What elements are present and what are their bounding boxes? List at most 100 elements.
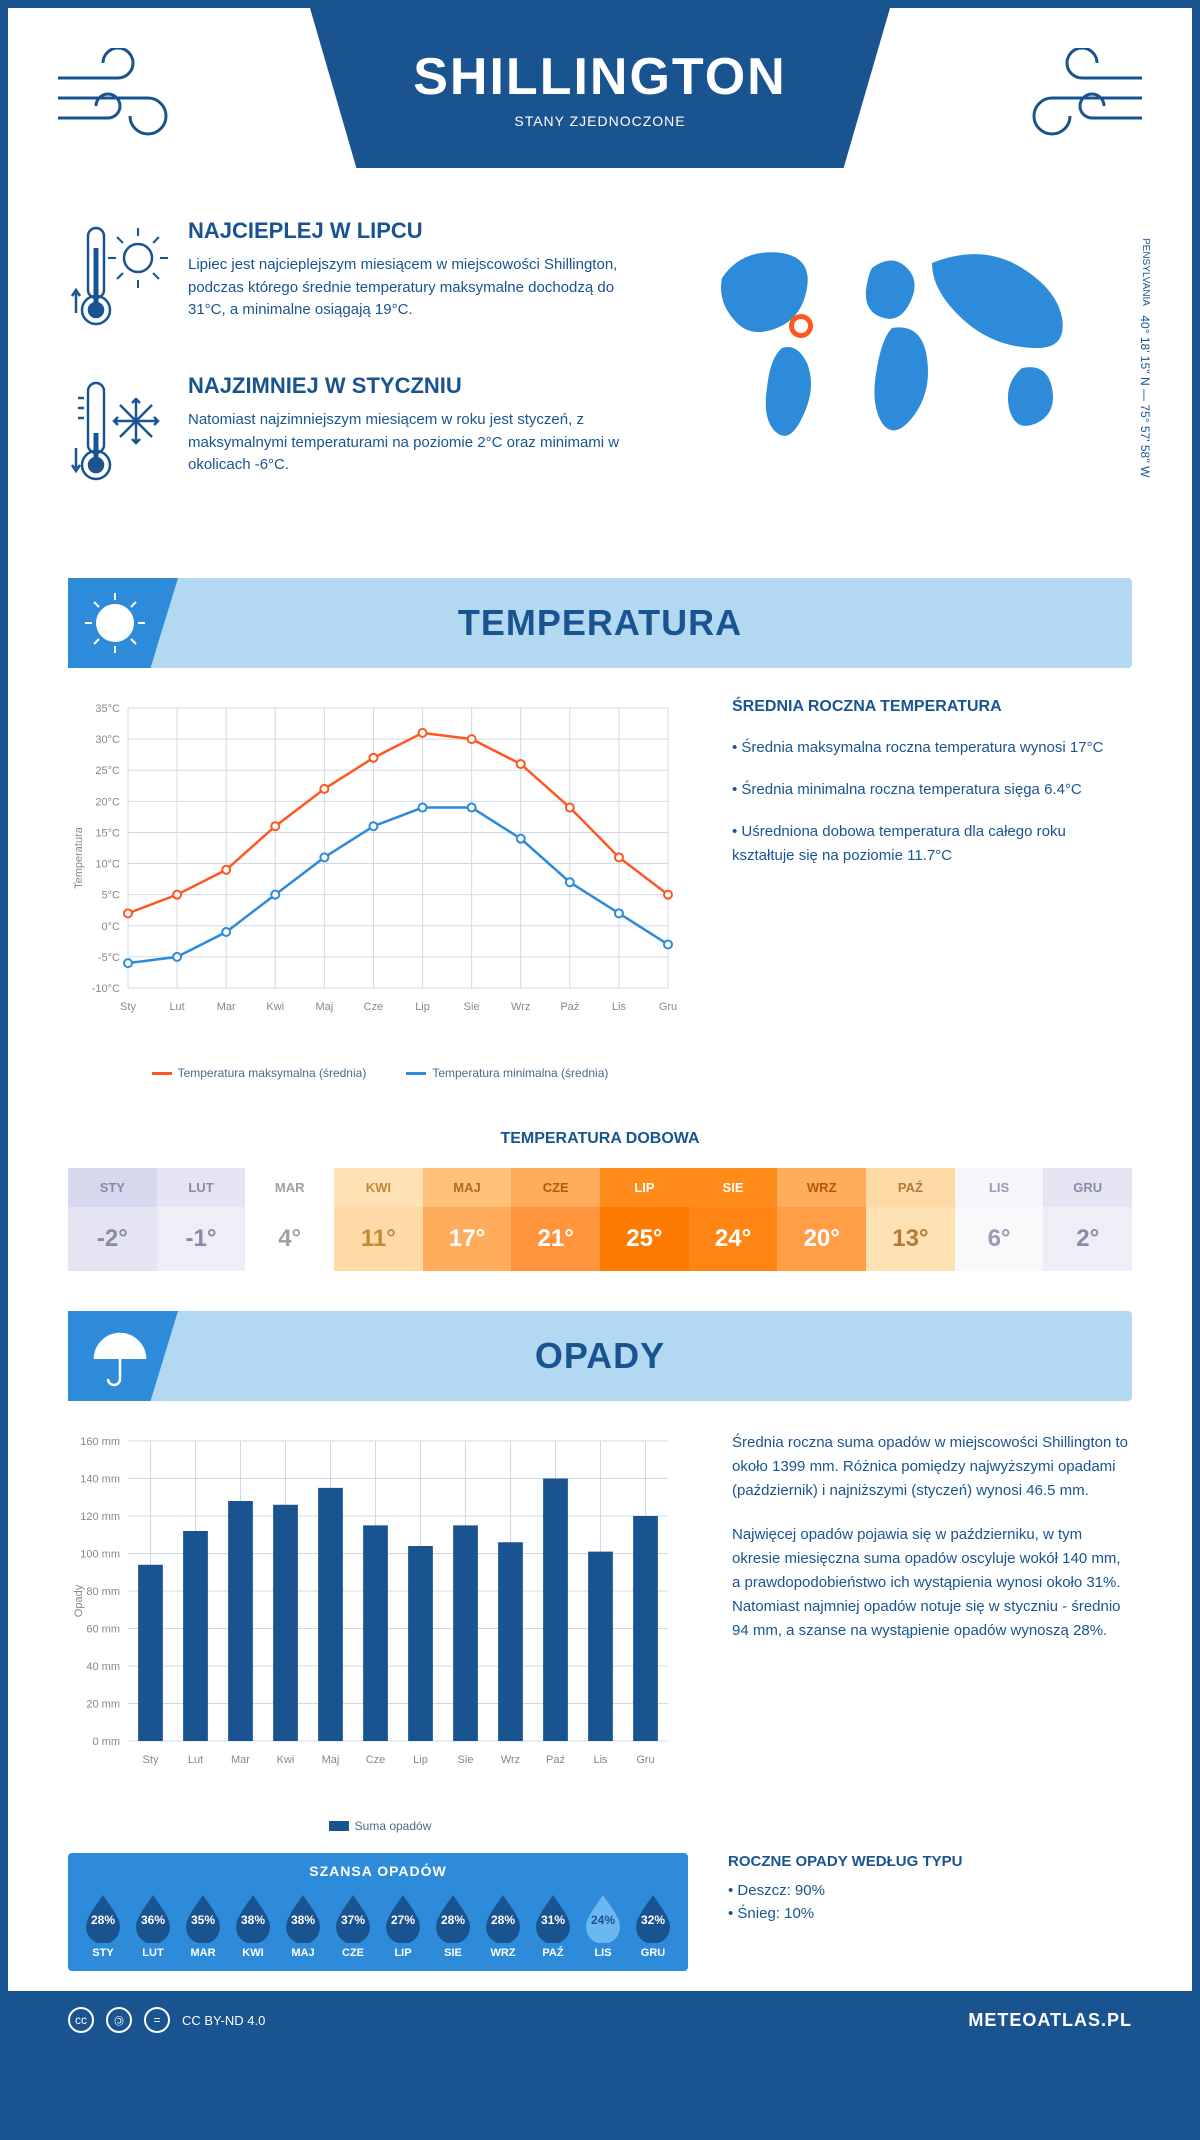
coords-text: 40° 18' 15'' N — 75° 57' 58'' W — [1138, 315, 1152, 477]
temp-bullet: • Średnia minimalna roczna temperatura s… — [732, 778, 1132, 802]
svg-text:Opady: Opady — [73, 1584, 85, 1617]
chance-drop: 27%LIP — [382, 1891, 424, 1959]
precip-type-box: ROCZNE OPADY WEDŁUG TYPU • Deszcz: 90% • … — [728, 1853, 1128, 1971]
daily-cell: LIS6° — [955, 1168, 1044, 1271]
svg-text:40 mm: 40 mm — [86, 1661, 120, 1673]
temperature-body: -10°C-5°C0°C5°C10°C15°C20°C25°C30°C35°CS… — [8, 698, 1192, 1110]
precip-p1: Średnia roczna suma opadów w miejscowośc… — [732, 1431, 1132, 1503]
svg-text:Sie: Sie — [458, 1754, 474, 1766]
country-name: STANY ZJEDNOCZONE — [514, 113, 685, 129]
daily-temp-title: TEMPERATURA DOBOWA — [8, 1130, 1192, 1148]
cc-icon: cc — [68, 2007, 94, 2033]
by-icon: 🄯 — [106, 2007, 132, 2033]
temp-section-title: TEMPERATURA — [458, 602, 742, 644]
hot-body: Lipiec jest najcieplejszym miesiącem w m… — [188, 254, 652, 322]
svg-text:Lut: Lut — [188, 1754, 203, 1766]
footer: cc 🄯 = CC BY-ND 4.0 METEOATLAS.PL — [8, 1991, 1192, 2049]
thermometer-hot-icon — [68, 218, 168, 343]
svg-text:0°C: 0°C — [102, 921, 121, 933]
chance-row: SZANSA OPADÓW 28%STY36%LUT35%MAR38%KWI38… — [8, 1853, 1192, 1991]
intro-section: NAJCIEPLEJ W LIPCU Lipiec jest najcieple… — [8, 208, 1192, 558]
cold-title: NAJZIMNIEJ W STYCZNIU — [188, 373, 652, 399]
temp-bullet: • Uśredniona dobowa temperatura dla całe… — [732, 820, 1132, 868]
chance-drops: 28%STY36%LUT35%MAR38%KWI38%MAJ37%CZE27%L… — [68, 1891, 688, 1959]
svg-text:Paź: Paź — [546, 1754, 565, 1766]
svg-text:25°C: 25°C — [95, 765, 120, 777]
daily-temp-table: STY-2°LUT-1°MAR4°KWI11°MAJ17°CZE21°LIP25… — [68, 1168, 1132, 1271]
svg-text:Mar: Mar — [231, 1754, 250, 1766]
legend-min: Temperatura minimalna (średnia) — [432, 1066, 608, 1080]
svg-text:Sie: Sie — [464, 1001, 480, 1013]
thermometer-cold-icon — [68, 373, 168, 498]
location-marker-icon — [789, 314, 813, 338]
svg-text:Paź: Paź — [560, 1001, 579, 1013]
svg-text:0 mm: 0 mm — [93, 1736, 121, 1748]
state-label: PENSYLVANIA — [1140, 238, 1151, 306]
precip-chart-area: 0 mm20 mm40 mm60 mm80 mm100 mm120 mm140 … — [68, 1431, 692, 1833]
chance-drop: 36%LUT — [132, 1891, 174, 1959]
world-map — [692, 218, 1112, 458]
svg-text:80 mm: 80 mm — [86, 1586, 120, 1598]
daily-cell: WRZ20° — [777, 1168, 866, 1271]
chance-drop: 35%MAR — [182, 1891, 224, 1959]
svg-text:Sty: Sty — [120, 1001, 136, 1013]
chance-drop: 32%GRU — [632, 1891, 674, 1959]
svg-text:-10°C: -10°C — [92, 983, 120, 995]
type-line: • Śnieg: 10% — [728, 1905, 1128, 1922]
chance-drop: 38%KWI — [232, 1891, 274, 1959]
cold-block: NAJZIMNIEJ W STYCZNIU Natomiast najzimni… — [68, 373, 652, 498]
cold-body: Natomiast najzimniejszym miesiącem w rok… — [188, 409, 652, 477]
chance-title: SZANSA OPADÓW — [68, 1863, 688, 1879]
precipitation-body: 0 mm20 mm40 mm60 mm80 mm100 mm120 mm140 … — [8, 1431, 1192, 1853]
temp-chart-area: -10°C-5°C0°C5°C10°C15°C20°C25°C30°C35°CS… — [68, 698, 692, 1080]
svg-text:100 mm: 100 mm — [80, 1549, 120, 1561]
chance-box: SZANSA OPADÓW 28%STY36%LUT35%MAR38%KWI38… — [68, 1853, 688, 1971]
svg-text:Lut: Lut — [169, 1001, 184, 1013]
precip-legend: Suma opadów — [68, 1819, 692, 1833]
svg-text:60 mm: 60 mm — [86, 1624, 120, 1636]
daily-cell: CZE21° — [511, 1168, 600, 1271]
precip-section-title: OPADY — [535, 1335, 665, 1377]
svg-text:Temperatura: Temperatura — [73, 826, 85, 889]
svg-text:Lis: Lis — [593, 1754, 608, 1766]
footer-license: cc 🄯 = CC BY-ND 4.0 — [68, 2007, 265, 2033]
svg-text:120 mm: 120 mm — [80, 1511, 120, 1523]
svg-text:Lip: Lip — [413, 1754, 428, 1766]
svg-text:140 mm: 140 mm — [80, 1474, 120, 1486]
umbrella-icon — [68, 1311, 178, 1401]
hot-block: NAJCIEPLEJ W LIPCU Lipiec jest najcieple… — [68, 218, 652, 343]
svg-text:20°C: 20°C — [95, 796, 120, 808]
svg-text:10°C: 10°C — [95, 859, 120, 871]
type-title: ROCZNE OPADY WEDŁUG TYPU — [728, 1853, 1128, 1870]
svg-text:Kwi: Kwi — [266, 1001, 284, 1013]
precip-p2: Najwięcej opadów pojawia się w październ… — [732, 1523, 1132, 1643]
svg-text:5°C: 5°C — [102, 890, 121, 902]
nd-icon: = — [144, 2007, 170, 2033]
svg-text:Sty: Sty — [143, 1754, 159, 1766]
chance-drop: 38%MAJ — [282, 1891, 324, 1959]
svg-text:Wrz: Wrz — [511, 1001, 530, 1013]
svg-text:Wrz: Wrz — [501, 1754, 520, 1766]
temp-bullet: • Średnia maksymalna roczna temperatura … — [732, 736, 1132, 760]
chance-drop: 28%SIE — [432, 1891, 474, 1959]
hot-title: NAJCIEPLEJ W LIPCU — [188, 218, 652, 244]
svg-text:30°C: 30°C — [95, 734, 120, 746]
type-line: • Deszcz: 90% — [728, 1882, 1128, 1899]
daily-cell: GRU2° — [1043, 1168, 1132, 1271]
svg-text:Mar: Mar — [217, 1001, 236, 1013]
wind-icon — [1012, 48, 1152, 153]
temperature-line-chart: -10°C-5°C0°C5°C10°C15°C20°C25°C30°C35°CS… — [68, 698, 688, 1058]
precipitation-header: OPADY — [68, 1311, 1132, 1401]
daily-cell: PAŹ13° — [866, 1168, 955, 1271]
daily-cell: KWI11° — [334, 1168, 423, 1271]
intro-left: NAJCIEPLEJ W LIPCU Lipiec jest najcieple… — [68, 218, 652, 528]
svg-text:Cze: Cze — [366, 1754, 386, 1766]
chance-drop: 31%PAŹ — [532, 1891, 574, 1959]
chance-drop: 37%CZE — [332, 1891, 374, 1959]
svg-text:Gru: Gru — [659, 1001, 677, 1013]
svg-text:Maj: Maj — [322, 1754, 340, 1766]
svg-text:Maj: Maj — [315, 1001, 333, 1013]
svg-text:Cze: Cze — [364, 1001, 384, 1013]
chance-drop: 28%WRZ — [482, 1891, 524, 1959]
svg-text:15°C: 15°C — [95, 827, 120, 839]
